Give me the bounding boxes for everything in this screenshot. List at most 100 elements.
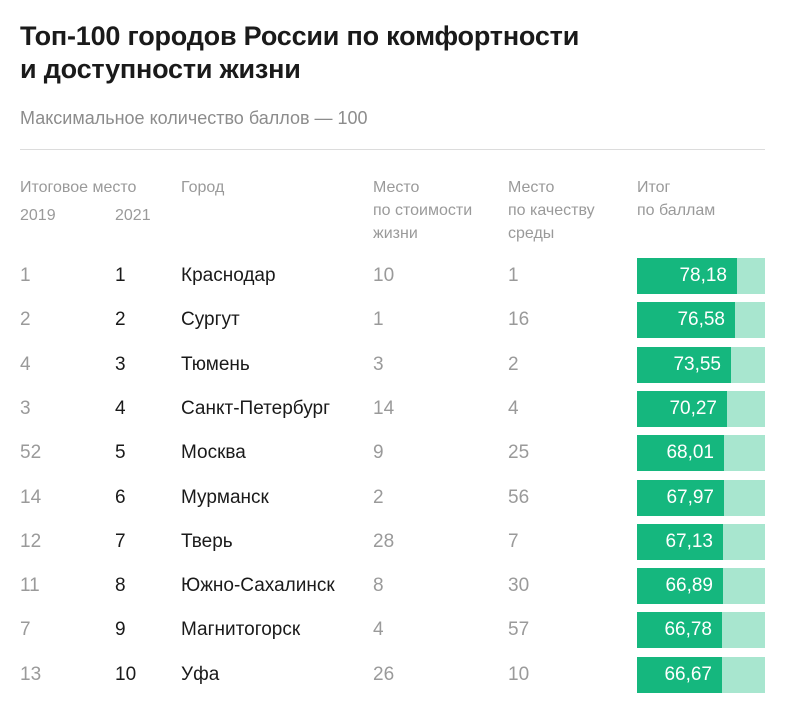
city-cell: Сургут — [181, 298, 240, 342]
quality-place-cell: 10 — [508, 653, 529, 697]
header-quality-line-1: Место — [508, 176, 595, 199]
place-2021-cell: 3 — [115, 343, 126, 387]
header-divider — [20, 149, 765, 150]
table-row: 1 1 Краснодар 10 1 78,18 — [0, 254, 801, 298]
place-2021-cell: 4 — [115, 387, 126, 431]
place-2019-cell: 12 — [20, 520, 41, 564]
cost-place-cell: 14 — [373, 387, 394, 431]
chart-title-line-1: Топ-100 городов России по комфортности — [20, 20, 760, 53]
table-row: 52 5 Москва 9 25 68,01 — [0, 431, 801, 475]
place-2021-cell: 9 — [115, 608, 126, 652]
score-bar-track: 66,78 — [637, 612, 765, 648]
header-final-place: Итоговое место — [20, 176, 136, 199]
score-bar-track: 67,97 — [637, 480, 765, 516]
score-bar-track: 70,27 — [637, 391, 765, 427]
city-cell: Мурманск — [181, 476, 269, 520]
chart-title-line-2: и доступности жизни — [20, 53, 760, 86]
table-row: 13 10 Уфа 26 10 66,67 — [0, 653, 801, 697]
place-2019-cell: 1 — [20, 254, 31, 298]
city-cell: Тюмень — [181, 343, 250, 387]
place-2021-cell: 5 — [115, 431, 126, 475]
score-label: 73,55 — [637, 347, 721, 383]
quality-place-cell: 16 — [508, 298, 529, 342]
cost-place-cell: 1 — [373, 298, 384, 342]
city-cell: Тверь — [181, 520, 233, 564]
header-year-2019: 2019 — [20, 204, 56, 227]
table-row: 12 7 Тверь 28 7 67,13 — [0, 520, 801, 564]
place-2019-cell: 52 — [20, 431, 41, 475]
header-quality-line-2: по качеству — [508, 199, 595, 222]
place-2021-cell: 7 — [115, 520, 126, 564]
header-cost-line-3: жизни — [373, 222, 472, 245]
header-quality-place: Место по качеству среды — [508, 176, 595, 245]
score-bar-track: 76,58 — [637, 302, 765, 338]
city-cell: Москва — [181, 431, 246, 475]
score-label: 66,89 — [637, 568, 713, 604]
place-2021-cell: 8 — [115, 564, 126, 608]
header-city: Город — [181, 176, 224, 199]
cost-place-cell: 9 — [373, 431, 384, 475]
place-2021-cell: 2 — [115, 298, 126, 342]
place-2021-cell: 6 — [115, 476, 126, 520]
city-cell: Краснодар — [181, 254, 276, 298]
table-row: 2 2 Сургут 1 16 76,58 — [0, 298, 801, 342]
table-row: 4 3 Тюмень 3 2 73,55 — [0, 343, 801, 387]
place-2021-cell: 10 — [115, 653, 136, 697]
header-cost-line-1: Место — [373, 176, 472, 199]
quality-place-cell: 7 — [508, 520, 519, 564]
place-2019-cell: 4 — [20, 343, 31, 387]
quality-place-cell: 1 — [508, 254, 519, 298]
place-2019-cell: 11 — [20, 564, 40, 608]
quality-place-cell: 56 — [508, 476, 529, 520]
score-bar-track: 67,13 — [637, 524, 765, 560]
header-cost-place: Место по стоимости жизни — [373, 176, 472, 245]
cost-place-cell: 8 — [373, 564, 384, 608]
cost-place-cell: 26 — [373, 653, 394, 697]
place-2019-cell: 3 — [20, 387, 31, 431]
score-bar-track: 66,67 — [637, 657, 765, 693]
chart-title: Топ-100 городов России по комфортности и… — [20, 20, 760, 86]
score-bar-track: 68,01 — [637, 435, 765, 471]
place-2019-cell: 7 — [20, 608, 31, 652]
quality-place-cell: 25 — [508, 431, 529, 475]
cost-place-cell: 28 — [373, 520, 394, 564]
place-2019-cell: 13 — [20, 653, 41, 697]
score-label: 67,13 — [637, 524, 713, 560]
quality-place-cell: 2 — [508, 343, 519, 387]
quality-place-cell: 30 — [508, 564, 529, 608]
score-bar-track: 73,55 — [637, 347, 765, 383]
place-2019-cell: 2 — [20, 298, 31, 342]
quality-place-cell: 57 — [508, 608, 529, 652]
score-label: 68,01 — [637, 435, 714, 471]
score-bar-track: 78,18 — [637, 258, 765, 294]
cost-place-cell: 10 — [373, 254, 394, 298]
header-total-line-1: Итог — [637, 176, 715, 199]
score-label: 66,67 — [637, 657, 712, 693]
score-bar-track: 66,89 — [637, 568, 765, 604]
city-cell: Магнитогорск — [181, 608, 300, 652]
header-total-score: Итог по баллам — [637, 176, 715, 222]
place-2021-cell: 1 — [115, 254, 126, 298]
header-quality-line-3: среды — [508, 222, 595, 245]
table-row: 11 8 Южно-Сахалинск 8 30 66,89 — [0, 564, 801, 608]
score-label: 66,78 — [637, 612, 712, 648]
city-cell: Уфа — [181, 653, 219, 697]
cost-place-cell: 3 — [373, 343, 384, 387]
header-cost-line-2: по стоимости — [373, 199, 472, 222]
score-label: 78,18 — [637, 258, 727, 294]
table-row: 14 6 Мурманск 2 56 67,97 — [0, 476, 801, 520]
score-label: 67,97 — [637, 480, 714, 516]
quality-place-cell: 4 — [508, 387, 519, 431]
city-cell: Южно-Сахалинск — [181, 564, 335, 608]
place-2019-cell: 14 — [20, 476, 41, 520]
cost-place-cell: 4 — [373, 608, 384, 652]
cost-place-cell: 2 — [373, 476, 384, 520]
score-label: 76,58 — [637, 302, 725, 338]
header-year-2021: 2021 — [115, 204, 151, 227]
chart-subtitle: Максимальное количество баллов — 100 — [20, 108, 368, 129]
table-row: 7 9 Магнитогорск 4 57 66,78 — [0, 608, 801, 652]
score-label: 70,27 — [637, 391, 717, 427]
table-row: 3 4 Санкт-Петербург 14 4 70,27 — [0, 387, 801, 431]
city-cell: Санкт-Петербург — [181, 387, 330, 431]
header-total-line-2: по баллам — [637, 199, 715, 222]
